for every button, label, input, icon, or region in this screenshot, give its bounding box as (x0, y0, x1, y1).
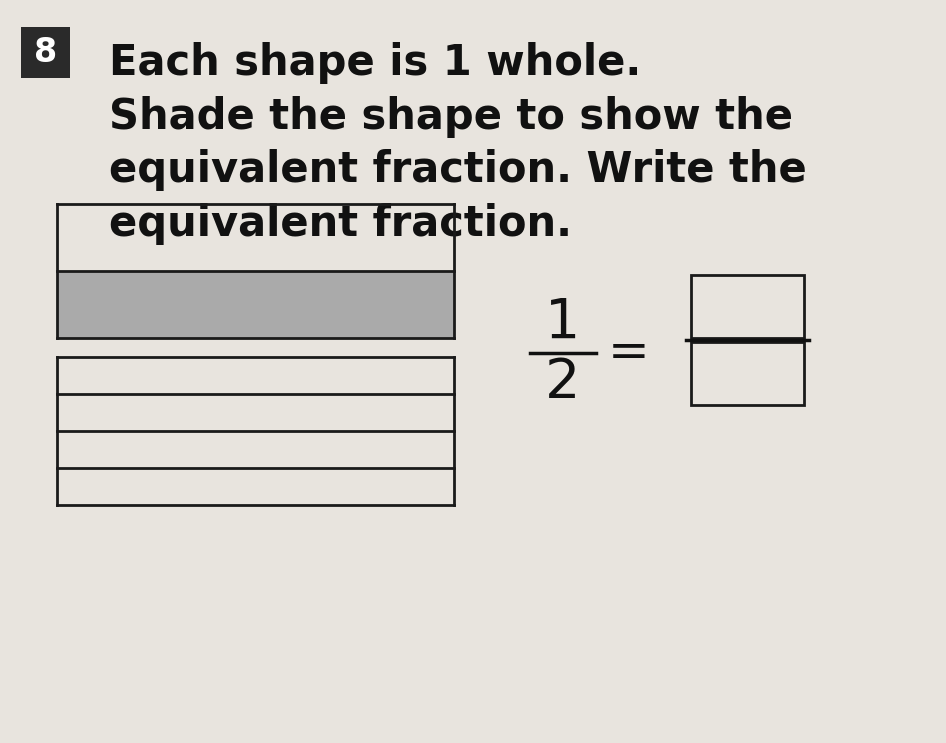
Text: Shade the shape to show the: Shade the shape to show the (109, 96, 793, 137)
Bar (57, 468, 454, 505)
Text: 8: 8 (34, 36, 57, 69)
Text: =: = (608, 329, 650, 377)
Bar (57, 204, 454, 271)
Bar (691, 275, 804, 338)
Bar (21, 27, 70, 78)
Bar (691, 342, 804, 405)
Text: Each shape is 1 whole.: Each shape is 1 whole. (109, 42, 641, 84)
Text: 2: 2 (545, 356, 581, 409)
Bar (57, 431, 454, 468)
Text: equivalent fraction.: equivalent fraction. (109, 203, 571, 244)
Bar (57, 271, 454, 338)
Bar (57, 357, 454, 394)
Text: equivalent fraction. Write the: equivalent fraction. Write the (109, 149, 807, 191)
Text: 1: 1 (545, 296, 581, 350)
Bar (57, 394, 454, 431)
